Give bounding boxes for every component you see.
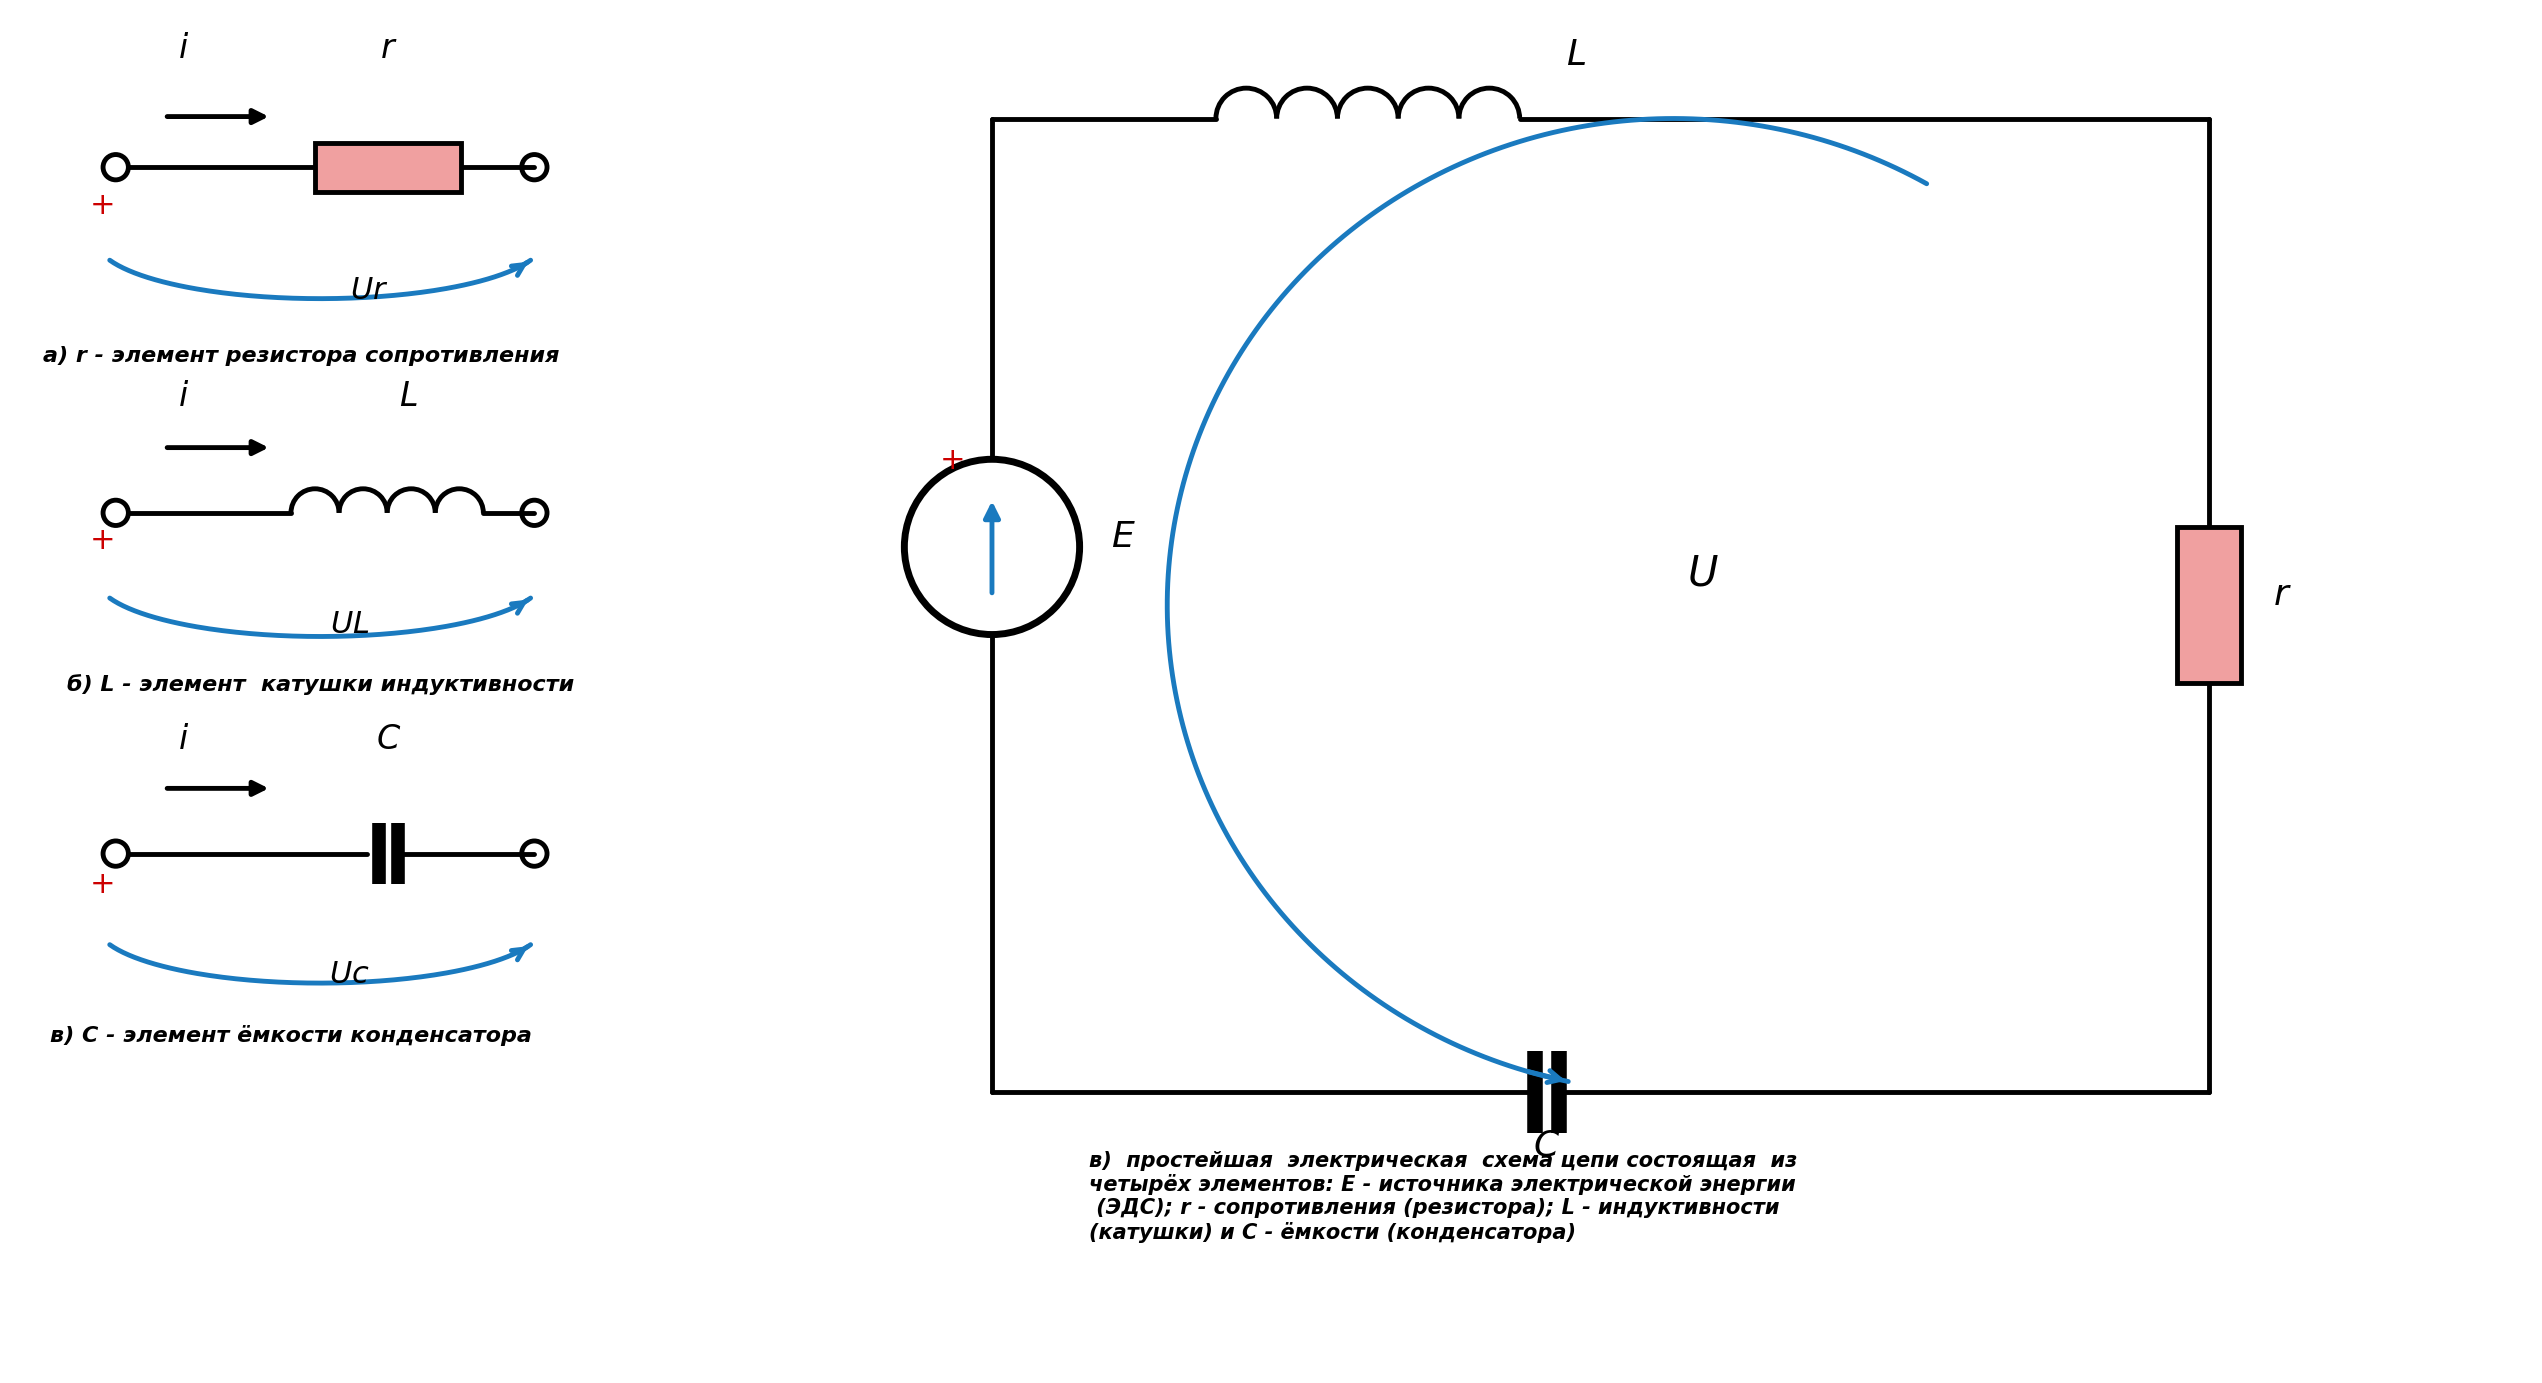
Text: $i$: $i$	[178, 380, 191, 412]
Text: $C$: $C$	[1533, 1129, 1561, 1163]
Bar	[315, 142, 460, 191]
Text: $UL$: $UL$	[330, 610, 369, 639]
Text: $+$: $+$	[89, 191, 114, 220]
Text: $L$: $L$	[1566, 37, 1586, 72]
Text: в)  простейшая  электрическая  схема цепи состоящая  из
четырёх элементов: Е - и: в) простейшая электрическая схема цепи с…	[1091, 1151, 1797, 1242]
Text: $+$: $+$	[938, 447, 963, 474]
Text: б) L - элемент  катушки индуктивности: б) L - элемент катушки индуктивности	[66, 674, 574, 696]
Text: в) C - элемент ёмкости конденсатора: в) C - элемент ёмкости конденсатора	[51, 1025, 531, 1046]
Text: $i$: $i$	[178, 723, 191, 757]
Text: $+$: $+$	[89, 870, 114, 899]
Text: $r$: $r$	[2273, 578, 2290, 613]
Text: $E$: $E$	[1111, 520, 1136, 555]
Bar	[2178, 527, 2240, 683]
Text: $L$: $L$	[399, 380, 417, 412]
Text: $Uc$: $Uc$	[328, 960, 369, 989]
Text: $+$: $+$	[89, 526, 114, 555]
Text: а) r - элемент резистора сопротивления: а) r - элемент резистора сопротивления	[43, 346, 559, 366]
Text: $Ur$: $Ur$	[351, 275, 389, 304]
Text: $U$: $U$	[1688, 553, 1718, 595]
Text: $i$: $i$	[178, 32, 191, 65]
Text: $C$: $C$	[376, 723, 402, 757]
Text: $r$: $r$	[379, 32, 397, 65]
